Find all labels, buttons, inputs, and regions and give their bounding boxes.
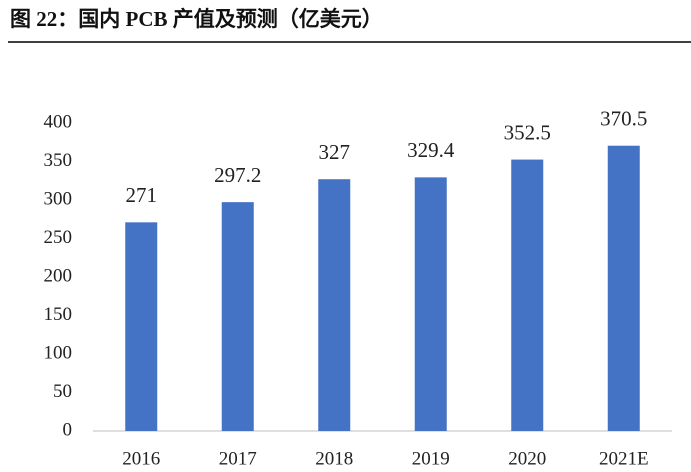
bar bbox=[221, 202, 254, 431]
chart-title: 图 22：国内 PCB 产值及预测（亿美元） bbox=[10, 7, 383, 31]
x-tick-label: 2019 bbox=[412, 448, 450, 469]
bar bbox=[511, 159, 544, 431]
bar bbox=[125, 222, 158, 431]
x-tick-label: 2017 bbox=[219, 448, 257, 469]
y-tick-label: 350 bbox=[44, 150, 73, 171]
x-tick-label: 2016 bbox=[122, 448, 160, 469]
x-tick-label: 2020 bbox=[508, 448, 546, 469]
y-tick-label: 0 bbox=[63, 419, 73, 440]
y-tick-label: 400 bbox=[44, 111, 73, 132]
x-tick-label: 2021E bbox=[599, 448, 649, 469]
data-label: 271 bbox=[126, 183, 158, 207]
y-tick-label: 200 bbox=[44, 265, 73, 286]
data-label: 297.2 bbox=[214, 163, 261, 187]
y-tick-label: 50 bbox=[53, 381, 72, 402]
data-label: 370.5 bbox=[600, 107, 647, 131]
data-label: 327 bbox=[319, 140, 351, 164]
x-tick-label: 2018 bbox=[315, 448, 353, 469]
bar bbox=[318, 179, 351, 431]
bar bbox=[607, 145, 640, 431]
y-tick-label: 300 bbox=[44, 188, 73, 209]
bar bbox=[414, 177, 447, 431]
y-tick-label: 150 bbox=[44, 304, 73, 325]
y-tick-label: 100 bbox=[44, 342, 73, 363]
data-label: 352.5 bbox=[504, 120, 551, 144]
y-tick-label: 250 bbox=[44, 227, 73, 248]
data-label: 329.4 bbox=[407, 138, 455, 162]
